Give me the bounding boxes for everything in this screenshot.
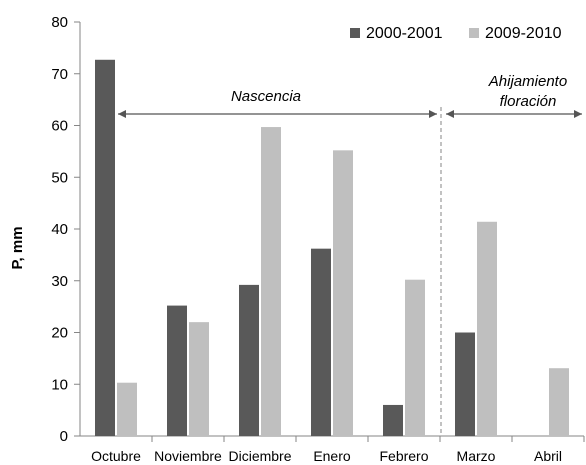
bar-2000-2001-Febrero [383,404,403,436]
bar-2009-2010-Abril [549,368,569,436]
legend-swatch-2000-2001 [350,28,360,38]
x-category-label: Octubre [91,448,141,464]
bar-2000-2001-Octubre [95,59,115,437]
y-tick-label: 30 [51,273,68,290]
y-tick-group: 0 10 20 30 40 50 60 70 80 [51,14,80,445]
nascencia-arrowhead-right [429,110,437,118]
y-tick-label: 20 [51,325,68,342]
x-category-label: Abril [534,448,562,464]
bar-2009-2010-Octubre [117,382,137,436]
ahijamiento-arrowhead-right [574,110,582,118]
ahijamiento-label: Ahijamiento [488,73,567,90]
x-category-label: Noviembre [154,448,222,464]
x-category-label: Marzo [457,448,496,464]
bar-2009-2010-Diciembre [261,127,281,437]
legend-label-2000-2001: 2000-2001 [366,25,443,42]
bar-2009-2010-Noviembre [189,322,209,436]
bar-2000-2001-Marzo [455,332,475,436]
y-tick-label: 80 [51,14,68,31]
y-tick-label: 60 [51,118,68,135]
bar-2009-2010-Enero [333,150,353,436]
bar-2000-2001-Noviembre [167,305,187,436]
bar-2009-2010-Febrero [405,279,425,436]
y-tick-label: 10 [51,376,68,393]
x-category-group: Octubre Noviembre Diciembre Enero Febrero Mar… [91,436,585,464]
x-category-label: Enero [313,448,351,464]
y-tick-label: 0 [60,428,68,445]
bars-group [95,59,569,437]
bar-2009-2010-Marzo [477,221,497,436]
nascencia-arrowhead-left [118,110,126,118]
legend-label-2009-2010: 2009-2010 [485,25,562,42]
floracion-label: floración [500,93,557,110]
y-axis-title: P, mm [9,226,26,269]
x-category-label: Diciembre [228,448,291,464]
bar-2000-2001-Enero [311,248,331,436]
legend-swatch-2009-2010 [469,28,479,38]
ahijamiento-arrowhead-left [446,110,454,118]
y-tick-label: 50 [51,169,68,186]
y-tick-label: 40 [51,221,68,238]
x-category-label: Febrero [379,448,428,464]
nascencia-label: Nascencia [231,88,301,105]
bar-2000-2001-Diciembre [239,284,259,436]
y-tick-label: 70 [51,66,68,83]
legend: 2000-2001 2009-2010 [350,25,562,42]
